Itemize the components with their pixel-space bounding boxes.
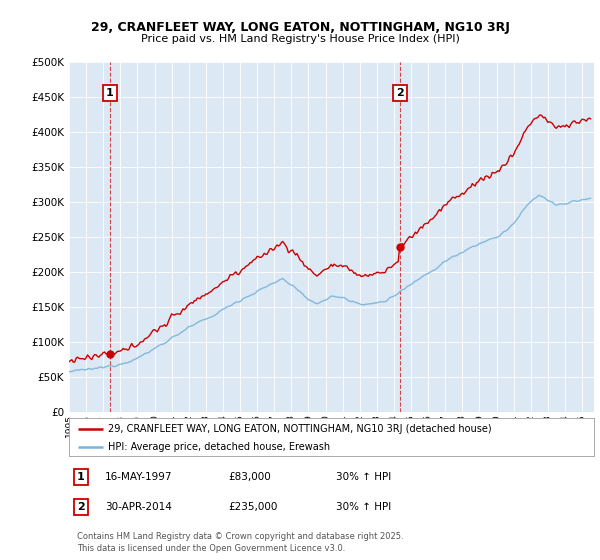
Text: Price paid vs. HM Land Registry's House Price Index (HPI): Price paid vs. HM Land Registry's House … [140, 34, 460, 44]
Text: £83,000: £83,000 [228, 472, 271, 482]
Text: 2: 2 [77, 502, 85, 512]
Text: 1: 1 [106, 88, 113, 98]
Text: 2: 2 [395, 88, 403, 98]
Text: 30-APR-2014: 30-APR-2014 [105, 502, 172, 512]
Text: £235,000: £235,000 [228, 502, 277, 512]
Text: 16-MAY-1997: 16-MAY-1997 [105, 472, 173, 482]
Text: HPI: Average price, detached house, Erewash: HPI: Average price, detached house, Erew… [109, 442, 331, 452]
Text: Contains HM Land Registry data © Crown copyright and database right 2025.
This d: Contains HM Land Registry data © Crown c… [77, 533, 403, 553]
Text: 30% ↑ HPI: 30% ↑ HPI [336, 472, 391, 482]
Text: 1: 1 [77, 472, 85, 482]
Text: 29, CRANFLEET WAY, LONG EATON, NOTTINGHAM, NG10 3RJ (detached house): 29, CRANFLEET WAY, LONG EATON, NOTTINGHA… [109, 424, 492, 434]
Text: 29, CRANFLEET WAY, LONG EATON, NOTTINGHAM, NG10 3RJ: 29, CRANFLEET WAY, LONG EATON, NOTTINGHA… [91, 21, 509, 34]
Text: 30% ↑ HPI: 30% ↑ HPI [336, 502, 391, 512]
